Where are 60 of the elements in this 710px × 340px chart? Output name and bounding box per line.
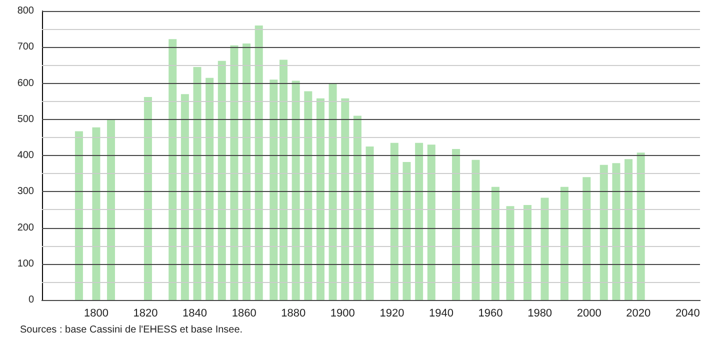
- bar: [292, 80, 300, 300]
- x-tick-label: 2020: [626, 308, 651, 320]
- y-tick-label: 700: [17, 42, 34, 53]
- bar: [636, 152, 645, 300]
- bar: [402, 162, 411, 300]
- x-tick-label: 1940: [428, 308, 454, 320]
- bar: [270, 80, 278, 300]
- y-tick-label: 200: [17, 222, 34, 234]
- bar: [560, 186, 568, 300]
- bar: [144, 96, 152, 300]
- bar: [506, 206, 514, 300]
- bar: [427, 144, 436, 300]
- x-tick-label: 1840: [182, 308, 208, 320]
- x-tick-label: 1880: [281, 308, 306, 320]
- y-tick-label: 300: [17, 186, 34, 198]
- y-tick-label: 0: [28, 294, 34, 306]
- bar: [107, 119, 116, 300]
- source-note: Sources : base Cassini de l'EHESS et base Insee.: [20, 324, 243, 336]
- x-tick-label: 1920: [380, 308, 404, 320]
- bar: [193, 66, 202, 300]
- bar: [366, 146, 374, 300]
- bar: [254, 25, 263, 300]
- bar: [472, 160, 480, 300]
- x-tick-label: 2040: [675, 308, 700, 320]
- bar: [316, 98, 324, 300]
- bar: [353, 116, 362, 300]
- bar: [92, 127, 100, 300]
- x-tick-label: 1860: [232, 308, 256, 320]
- bar: [600, 164, 608, 300]
- bar: [612, 163, 620, 300]
- bar: [415, 142, 424, 300]
- bar: [390, 142, 398, 300]
- y-tick-label: 400: [17, 150, 34, 161]
- bar: [280, 60, 288, 300]
- x-tick-label: 1960: [478, 308, 503, 320]
- y-tick-label: 800: [17, 6, 34, 16]
- bar: [624, 159, 633, 300]
- bar: [180, 94, 189, 300]
- x-tick-label: 1980: [528, 308, 552, 320]
- bar: [328, 83, 337, 300]
- bar: [540, 198, 549, 300]
- bar: [341, 98, 350, 300]
- y-tick-label: 600: [17, 78, 34, 89]
- bar: [218, 60, 226, 300]
- bar: [304, 91, 312, 300]
- x-tick-label: 2000: [576, 308, 602, 320]
- y-tick-label: 500: [17, 114, 34, 125]
- bar: [74, 131, 83, 300]
- x-tick-label: 1900: [330, 308, 355, 320]
- bar: [491, 186, 500, 300]
- bar: [242, 44, 251, 300]
- bar: [452, 149, 460, 300]
- y-tick-label: 100: [17, 258, 34, 270]
- bar: [230, 45, 238, 300]
- bar: [206, 78, 214, 300]
- bar: [523, 204, 532, 300]
- x-tick-label: 1800: [84, 308, 108, 320]
- bar: [582, 177, 591, 300]
- x-tick-label: 1820: [133, 308, 158, 320]
- bar: [168, 39, 177, 300]
